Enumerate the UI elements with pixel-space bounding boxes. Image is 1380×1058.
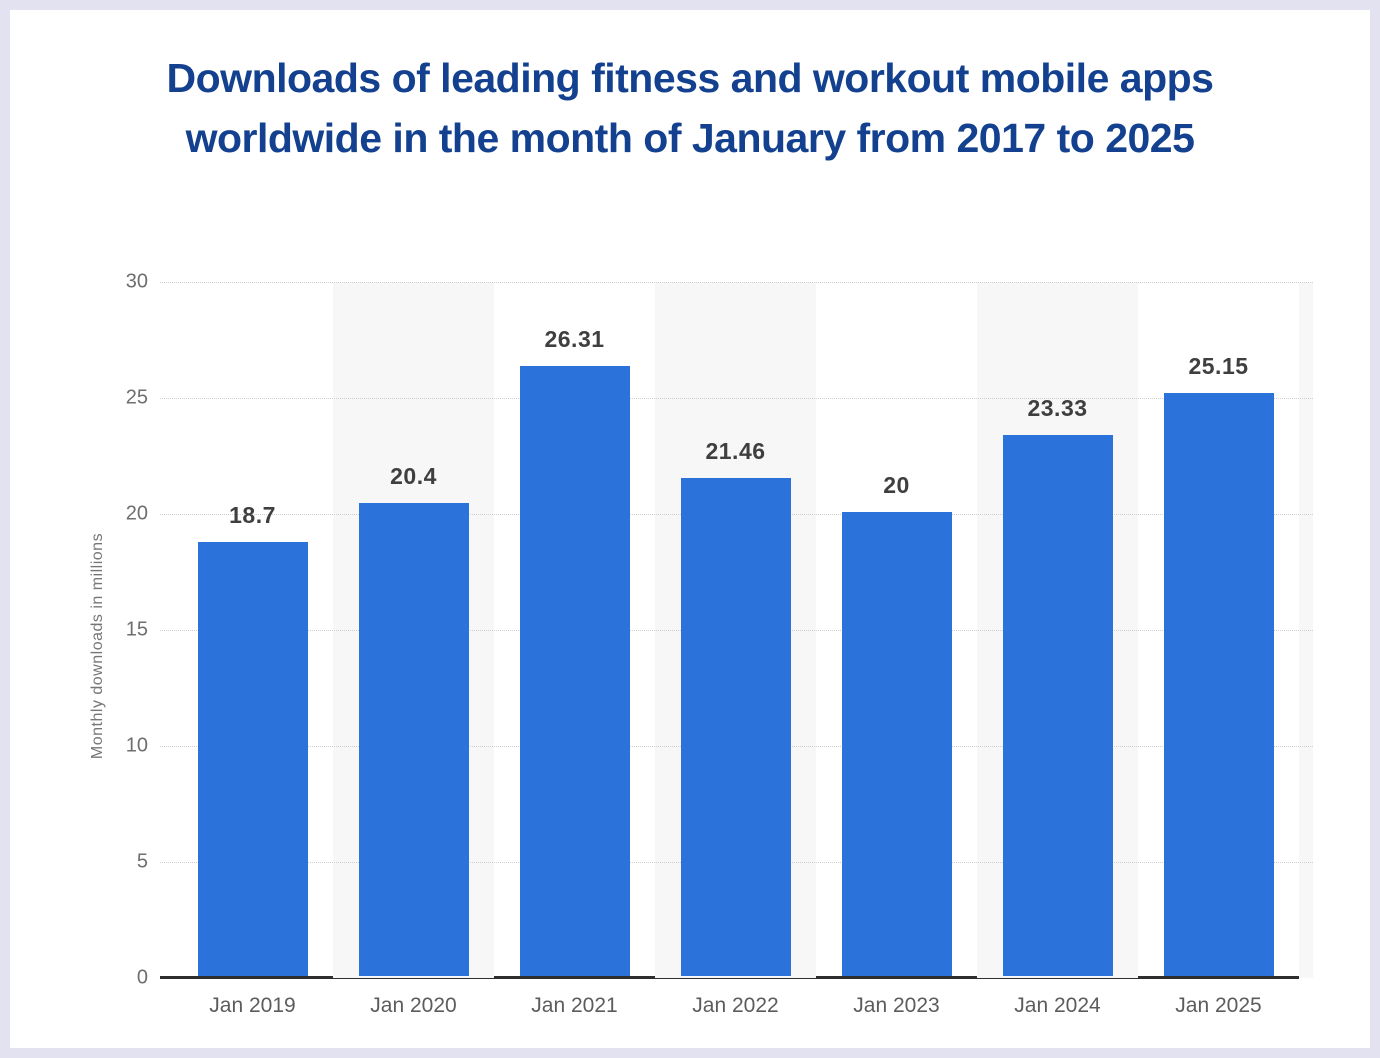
bar-jan-2025 xyxy=(1163,392,1274,976)
bar-jan-2021 xyxy=(519,365,630,976)
bar-jan-2019 xyxy=(197,542,308,976)
y-tick-label-10: 10 xyxy=(125,734,148,757)
gridline-y-30 xyxy=(160,282,1313,283)
plot-area: 0 5 10 15 20 25 30 18.7 Jan 2019 20.4 Jan 2020 26.3… xyxy=(126,271,1313,1017)
x-tick-label: Jan 2023 xyxy=(853,994,940,1017)
bar-jan-2022 xyxy=(680,478,791,976)
y-tick-label-15: 15 xyxy=(125,618,148,641)
bar-jan-2020 xyxy=(358,502,469,976)
y-tick-label-5: 5 xyxy=(136,850,148,873)
bar-value-label: 21.46 xyxy=(705,438,766,465)
y-tick-label-30: 30 xyxy=(125,270,148,293)
x-tick-label: Jan 2021 xyxy=(531,994,618,1017)
y-tick-label-25: 25 xyxy=(125,386,148,409)
x-tick-label: Jan 2024 xyxy=(1014,994,1101,1017)
x-tick-label: Jan 2019 xyxy=(209,994,296,1017)
bar-value-label: 18.7 xyxy=(229,502,276,529)
bar-value-label: 20 xyxy=(883,472,910,498)
chart-canvas: Downloads of leading fitness and workout… xyxy=(10,10,1370,1048)
y-tick-label-20: 20 xyxy=(125,502,148,525)
bar-value-label: 20.4 xyxy=(390,462,437,489)
chart-title: Downloads of leading fitness and workout… xyxy=(166,55,1214,161)
x-tick-label: Jan 2025 xyxy=(1175,994,1262,1017)
bar-jan-2023 xyxy=(841,512,952,976)
bar-value-label: 23.33 xyxy=(1027,394,1088,421)
bar-jan-2024 xyxy=(1002,434,1113,976)
gridline-y-25 xyxy=(160,398,1313,399)
y-axis-title: Monthly downloads in millions xyxy=(89,532,106,760)
bar-value-label: 26.31 xyxy=(544,325,605,352)
x-tick-label: Jan 2020 xyxy=(370,994,457,1017)
x-tick-label: Jan 2022 xyxy=(692,994,779,1017)
bar-value-label: 25.15 xyxy=(1188,352,1249,379)
y-tick-label-0: 0 xyxy=(136,966,148,989)
